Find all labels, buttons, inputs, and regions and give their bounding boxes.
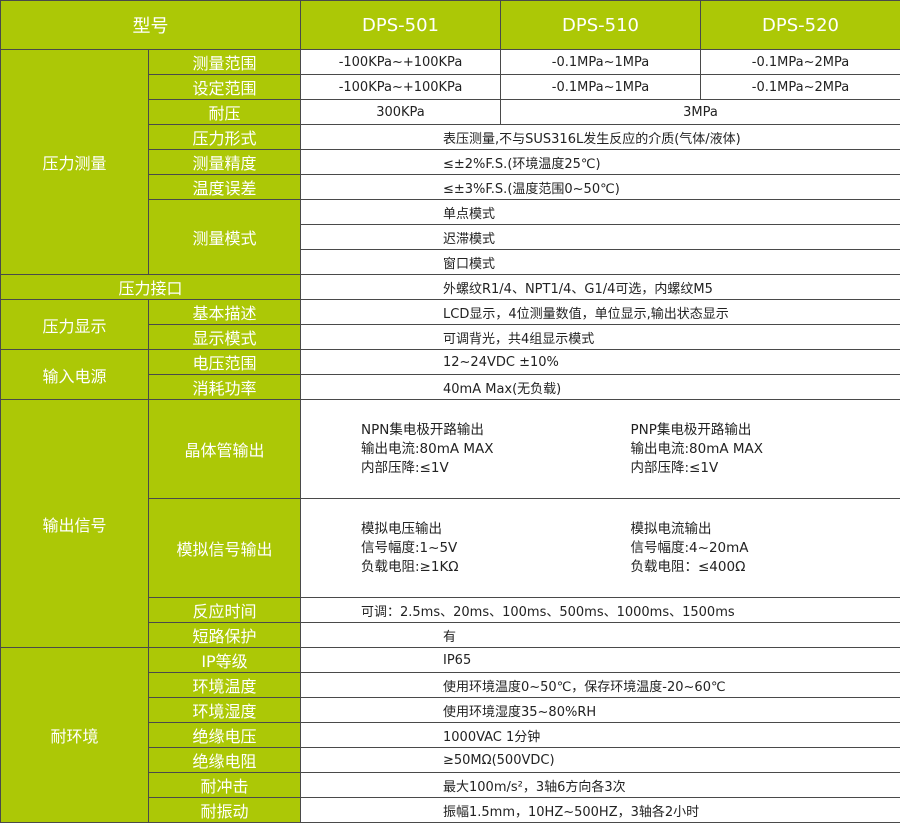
- model-dps-510: DPS-510: [500, 0, 701, 50]
- pnp-line: 内部压降:≤1V: [630, 459, 719, 476]
- label-measure-range: 测量范围: [148, 49, 301, 75]
- category-power: 输入电源: [0, 349, 149, 400]
- value: IP65: [300, 647, 900, 673]
- value: 使用环境湿度35~80%RH: [300, 697, 900, 723]
- value: 迟滞模式: [300, 224, 900, 250]
- analog-line: 模拟电流输出: [630, 520, 712, 537]
- label-accuracy: 测量精度: [148, 149, 301, 175]
- value: 外螺纹R1/4、NPT1/4、G1/4可选，内螺纹M5: [300, 274, 900, 300]
- label-insul-r: 绝缘电阻: [148, 747, 301, 773]
- value: ≥50MΩ(500VDC): [300, 747, 900, 773]
- value: 振幅1.5mm，10HZ~500HZ，3轴各2小时: [300, 797, 900, 823]
- value: 有: [300, 622, 900, 648]
- pnp-block: PNP集电极开路输出 输出电流:80mA MAX 内部压降:≤1V: [631, 421, 900, 478]
- value: 可调：2.5ms、20ms、100ms、500ms、1000ms、1500ms: [300, 597, 900, 623]
- value: LCD显示，4位测量数值，单位显示,输出状态显示: [300, 299, 900, 325]
- value: 单点模式: [300, 199, 900, 225]
- value: ≤±3%F.S.(温度范围0~50℃): [300, 174, 900, 200]
- value: -0.1MPa~2MPa: [700, 49, 900, 75]
- value: 12~24VDC ±10%: [300, 349, 900, 375]
- label-set-range: 设定范围: [148, 74, 301, 100]
- value: 300KPa: [300, 99, 501, 125]
- value: 使用环境温度0~50℃，保存环境温度-20~60℃: [300, 672, 900, 698]
- value: 窗口模式: [300, 249, 900, 275]
- transistor-values: NPN集电极开路输出 输出电流:80mA MAX 内部压降:≤1V PNP集电极…: [300, 399, 900, 499]
- value: 表压测量,不与SUS316L发生反应的介质(气体/液体): [300, 124, 900, 150]
- label-display-mode: 显示模式: [148, 324, 301, 350]
- analog-line: 模拟电压输出: [361, 520, 442, 537]
- label-insul-v: 绝缘电压: [148, 722, 301, 748]
- analog-line: 信号幅度:1~5V: [361, 539, 458, 556]
- label-basic: 基本描述: [148, 299, 301, 325]
- label-analog: 模拟信号输出: [148, 498, 301, 598]
- value: 可调背光，共4组显示模式: [300, 324, 900, 350]
- label-response: 反应时间: [148, 597, 301, 623]
- npn-line: 输出电流:80mA MAX: [361, 440, 494, 457]
- model-dps-520: DPS-520: [700, 0, 900, 50]
- npn-line: 内部压降:≤1V: [361, 459, 449, 476]
- analog-line: 负载电阻：≤400Ω: [630, 558, 746, 575]
- label-short: 短路保护: [148, 622, 301, 648]
- value: 最大100m/s²，3轴6方向各3次: [300, 772, 900, 798]
- analog-values: 模拟电压输出 信号幅度:1~5V 负载电阻:≥1KΩ 模拟电流输出 信号幅度:4…: [300, 498, 900, 598]
- pnp-line: 输出电流:80mA MAX: [630, 440, 764, 457]
- value: -0.1MPa~1MPa: [500, 49, 701, 75]
- category-env: 耐环境: [0, 647, 149, 823]
- label-vibration: 耐振动: [148, 797, 301, 823]
- label-ip: IP等级: [148, 647, 301, 673]
- npn-line: NPN集电极开路输出: [361, 421, 484, 438]
- model-label: 型号: [0, 0, 301, 50]
- pnp-line: PNP集电极开路输出: [630, 421, 752, 438]
- label-withstand: 耐压: [148, 99, 301, 125]
- category-display: 压力显示: [0, 299, 149, 350]
- analog-line: 信号幅度:4~20mA: [630, 539, 749, 556]
- label-humidity: 环境湿度: [148, 697, 301, 723]
- analog-voltage-block: 模拟电压输出 信号幅度:1~5V 负载电阻:≥1KΩ: [361, 520, 631, 577]
- value: -0.1MPa~2MPa: [700, 74, 900, 100]
- analog-current-block: 模拟电流输出 信号幅度:4~20mA 负载电阻：≤400Ω: [631, 520, 900, 577]
- value: 40mA Max(无负载): [300, 374, 900, 400]
- value: 3MPa: [500, 99, 900, 125]
- label-port: 压力接口: [0, 274, 301, 300]
- category-output: 输出信号: [0, 399, 149, 648]
- label-shock: 耐冲击: [148, 772, 301, 798]
- label-transistor: 晶体管输出: [148, 399, 301, 499]
- label-temp: 环境温度: [148, 672, 301, 698]
- npn-block: NPN集电极开路输出 输出电流:80mA MAX 内部压降:≤1V: [361, 421, 631, 478]
- label-voltage: 电压范围: [148, 349, 301, 375]
- value: ≤±2%F.S.(环境温度25℃): [300, 149, 900, 175]
- value: -100KPa~+100KPa: [300, 74, 501, 100]
- label-temp-error: 温度误差: [148, 174, 301, 200]
- value: -100KPa~+100KPa: [300, 49, 501, 75]
- header-row: 型号 DPS-501 DPS-510 DPS-520: [0, 0, 900, 50]
- analog-line: 负载电阻:≥1KΩ: [361, 558, 459, 575]
- value: -0.1MPa~1MPa: [500, 74, 701, 100]
- label-measure-mode: 测量模式: [148, 199, 301, 275]
- label-consumption: 消耗功率: [148, 374, 301, 400]
- value: 1000VAC 1分钟: [300, 722, 900, 748]
- category-pressure: 压力测量: [0, 49, 149, 275]
- model-dps-501: DPS-501: [300, 0, 501, 50]
- label-form: 压力形式: [148, 124, 301, 150]
